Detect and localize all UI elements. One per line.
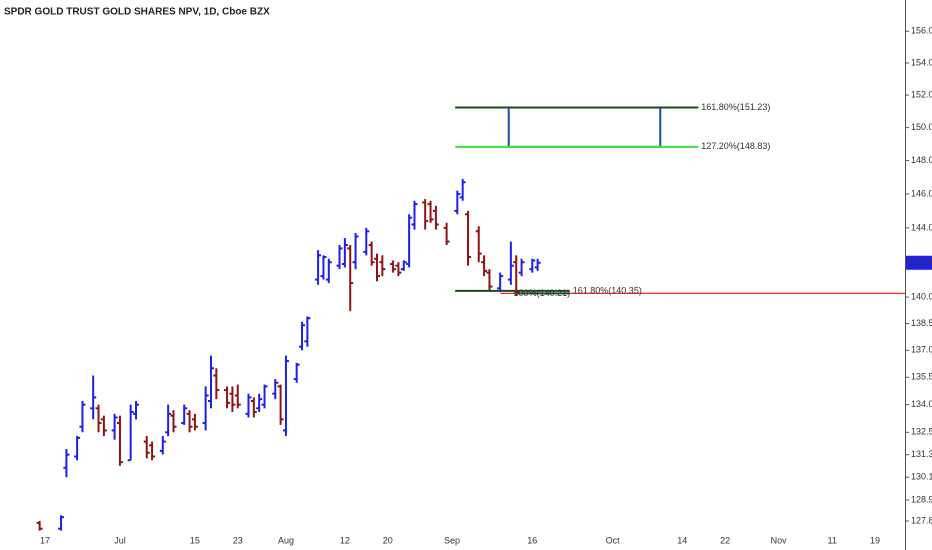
- fib-level-label: 127.20%(148.83): [701, 141, 770, 151]
- last-price-label: 141.97: [909, 257, 932, 267]
- y-tick-label: 146.00: [911, 188, 932, 198]
- x-tick-label: 16: [527, 535, 537, 545]
- x-tick-label: 17: [40, 535, 50, 545]
- fib-level-label: 161.80%(151.23): [701, 102, 770, 112]
- x-tick-label: Sep: [444, 535, 460, 545]
- x-tick-label: 23: [233, 535, 243, 545]
- x-tick-label: Jul: [114, 535, 126, 545]
- x-tick-label: 22: [720, 535, 730, 545]
- y-tick-label: 127.80: [911, 515, 932, 525]
- y-tick-label: 148.00: [911, 155, 932, 165]
- last-price-box: [906, 255, 932, 270]
- y-tick-label: 154.00: [911, 57, 932, 67]
- x-tick-label: 12: [340, 535, 350, 545]
- x-tick-label: 15: [190, 535, 200, 545]
- x-tick-label: 20: [383, 535, 393, 545]
- y-tick-label: 140.00: [911, 291, 932, 301]
- y-tick-label: 135.50: [911, 372, 932, 382]
- fib-level-label: 161.80%(140.35): [573, 285, 642, 295]
- y-tick-label: 150.00: [911, 122, 932, 132]
- y-tick-label: 131.30: [911, 449, 932, 459]
- x-tick-label: 11: [827, 535, 836, 545]
- fib-level-label: 100%(140.21): [514, 288, 571, 298]
- x-tick-label: Nov: [771, 535, 788, 545]
- y-tick-label: 132.50: [911, 427, 932, 437]
- chart-title: SPDR GOLD TRUST GOLD SHARES NPV, 1D, Cbo…: [4, 7, 270, 18]
- y-tick-label: 156.00: [911, 26, 932, 36]
- y-tick-label: 144.00: [911, 222, 932, 232]
- y-tick-label: 137.00: [911, 345, 932, 355]
- y-tick-label: 152.00: [911, 89, 932, 99]
- x-tick-label: Aug: [278, 535, 294, 545]
- x-tick-label: 19: [870, 535, 880, 545]
- y-tick-label: 138.50: [911, 318, 932, 328]
- y-tick-label: 134.00: [911, 399, 932, 409]
- x-tick-label: Oct: [606, 535, 621, 545]
- y-tick-label: 130.10: [911, 472, 932, 482]
- y-tick-label: 128.90: [911, 494, 932, 504]
- x-tick-label: 14: [677, 535, 687, 545]
